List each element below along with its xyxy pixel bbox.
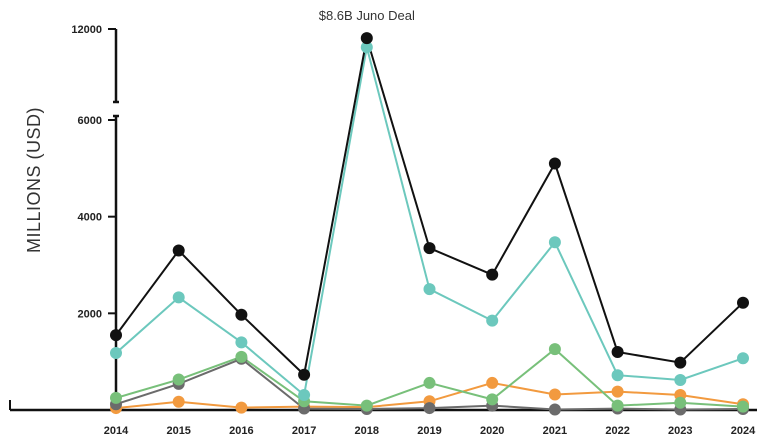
series-3-point-2014 [110,391,122,404]
series-3-point-2022 [611,399,624,412]
series-3-point-2015 [172,373,185,386]
x-tick-label-2017: 2017 [292,425,316,437]
series-1-point-2015 [172,244,185,257]
series-3-point-2023 [674,396,687,409]
series-1-point-2016 [235,308,248,321]
series-points [110,32,749,416]
y-tick-label-2000: 2000 [78,308,102,320]
series-1-point-2021 [548,157,561,170]
x-tick-label-2021: 2021 [543,425,567,437]
series-2-point-2023 [674,374,687,387]
series-5-point-2021 [548,388,561,401]
series-2-point-2020 [486,314,499,327]
series-2-point-2015 [172,291,185,304]
series-3-point-2016 [235,350,248,363]
series-4-point-2021 [548,403,561,416]
juno-deal-annotation: $8.6B Juno Deal [319,8,415,23]
x-tick-label-2015: 2015 [166,425,190,437]
series-1-point-2018 [360,32,373,45]
y-tick-label-6000: 6000 [78,115,102,127]
x-tick-label-2022: 2022 [605,425,629,437]
series-3-point-2021 [548,343,561,356]
x-tick-label-2018: 2018 [355,425,379,437]
series-2-point-2014 [110,346,122,359]
series-4-point-2019 [423,402,436,415]
series-2-point-2017 [298,389,311,402]
series-1-point-2020 [486,268,499,281]
series-3-point-2019 [423,376,436,389]
series-2-point-2024 [737,352,749,365]
series-1-point-2022 [611,346,624,358]
series-2-point-2021 [548,236,561,249]
series-lines [115,37,744,411]
x-tick-label-2020: 2020 [480,425,504,437]
series-1-line [115,37,744,377]
series-1-point-2019 [423,242,436,255]
y-axis-label: MILLIONS (USD) [24,107,44,253]
series-2-line [115,47,744,397]
series-2-point-2019 [423,283,436,296]
series-2-point-2022 [611,369,624,382]
series-3-point-2024 [737,400,749,413]
x-tick-label-2014: 2014 [104,425,129,437]
series-1-point-2017 [298,368,311,381]
y-tick-label-12000: 12000 [71,24,102,36]
chart-axes [9,29,757,412]
x-tick-labels: 2014 2015 2016 2017 2018 2019 2020 2021 2022 2023… [104,425,756,437]
series-2-point-2018 [360,41,373,54]
series-5-point-2016 [235,401,248,414]
series-5-point-2020 [486,376,499,389]
series-1-point-2023 [674,356,687,369]
y-tick-labels: 2000 4000 6000 12000 [71,24,116,320]
series-5-point-2022 [611,385,624,398]
series-2-point-2016 [235,336,248,349]
y-tick-label-4000: 4000 [78,212,102,224]
x-tick-label-2023: 2023 [668,425,692,437]
series-3-point-2018 [360,399,373,412]
x-tick-label-2019: 2019 [417,425,441,437]
x-tick-label-2024: 2024 [731,425,756,437]
series-1-point-2024 [737,296,749,309]
series-3-point-2020 [486,393,499,406]
series-5-point-2015 [172,395,185,408]
series-1-point-2014 [110,329,122,342]
x-tick-label-2016: 2016 [229,425,253,437]
